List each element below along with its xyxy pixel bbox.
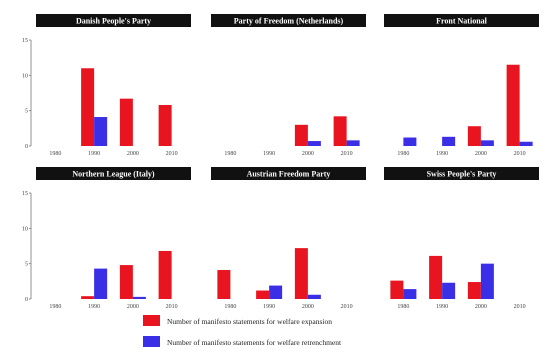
panel-title-bar [211,167,366,180]
panel: Danish People's Party 0 5 10 15 1980 1990 2000 2… [22,14,191,157]
y-tick-label: 15 [22,38,28,44]
bar-expansion [390,280,404,299]
y-tick-label: 15 [22,191,28,197]
x-tick-label: 1990 [436,151,448,157]
bar-retrenchment [442,282,456,299]
bar-expansion [467,282,481,299]
bar-retrenchment [519,141,533,146]
x-tick-label: 2010 [341,151,353,157]
bar-retrenchment [94,117,108,146]
x-tick-label: 1990 [263,304,275,310]
bar-retrenchment [480,263,494,299]
y-tick-label: 0 [25,297,28,303]
y-tick-label: 0 [25,144,28,150]
bar-expansion [333,116,347,146]
y-tick-label: 5 [25,262,28,268]
y-tick-label: 10 [22,73,28,79]
panel-title: Front National [436,17,488,26]
x-tick-label: 2010 [514,304,526,310]
x-tick-label: 1990 [436,304,448,310]
panel-title-bar [36,14,191,27]
bar-retrenchment [269,285,283,299]
panel-title-bar [384,14,539,27]
x-tick-label: 2010 [166,304,178,310]
x-tick-label: 1990 [263,151,275,157]
bar-retrenchment [403,137,417,146]
bar-expansion [119,98,133,146]
x-tick-label: 2000 [475,304,487,310]
panel: Northern League (Italy) 0 5 10 15 1980 1990 200… [22,167,191,310]
bar-expansion [467,126,481,146]
legend: Number of manifesto statements for welfa… [143,315,342,347]
panel-title: Danish People's Party [76,17,151,26]
x-tick-label: 1980 [49,151,61,157]
x-tick-label: 1990 [88,304,100,310]
panel: Austrian Freedom Party 1980 1990 2000 2010 [211,167,366,310]
bar-expansion [256,290,270,299]
bar-expansion [217,270,231,299]
panel-title: Party of Freedom (Netherlands) [234,17,344,26]
bar-expansion [294,248,308,299]
panel: Front National 1980 1990 2000 2010 [384,14,539,157]
legend-label-retrenchment: Number of manifesto statements for welfa… [167,338,342,347]
panel: Swiss People's Party 1980 1990 2000 2010 [384,167,539,310]
panel-title-bar [384,167,539,180]
x-tick-label: 2010 [166,151,178,157]
bar-expansion [158,250,172,299]
bar-retrenchment [480,140,494,146]
panel-grid: Danish People's Party 0 5 10 15 1980 1990 2000 2… [22,14,539,310]
panel: Party of Freedom (Netherlands) 1980 1990 20… [211,14,366,157]
x-tick-label: 2000 [302,151,314,157]
bar-retrenchment [403,289,417,299]
x-tick-label: 2000 [302,304,314,310]
panel-title: Swiss People's Party [427,170,497,179]
panel-title-bar [36,167,191,180]
x-tick-label: 2000 [127,304,139,310]
bar-retrenchment [346,140,360,146]
panel-title-bar [211,14,366,27]
bar-expansion [506,64,520,146]
bar-expansion [81,68,95,146]
x-tick-label: 2000 [127,151,139,157]
x-tick-label: 2010 [341,304,353,310]
panel-title: Austrian Freedom Party [247,170,331,179]
bar-expansion [119,265,133,299]
bar-retrenchment [307,141,321,146]
panel-title: Northern League (Italy) [72,170,155,179]
x-tick-label: 2010 [514,151,526,157]
x-tick-label: 1990 [88,151,100,157]
x-tick-label: 1980 [49,304,61,310]
bar-expansion [81,296,95,299]
legend-swatch-expansion [143,315,160,326]
x-tick-label: 1980 [397,151,409,157]
legend-label-expansion: Number of manifesto statements for welfa… [167,317,332,326]
legend-swatch-retrenchment [143,336,160,347]
x-tick-label: 1980 [224,304,236,310]
x-tick-label: 1980 [224,151,236,157]
bar-expansion [158,105,172,146]
x-tick-label: 1980 [397,304,409,310]
bar-retrenchment [307,294,321,299]
x-tick-label: 2000 [475,151,487,157]
y-tick-label: 10 [22,226,28,232]
bar-expansion [429,255,443,299]
bar-retrenchment [132,296,146,299]
y-tick-label: 5 [25,109,28,115]
bar-retrenchment [94,268,108,299]
bar-retrenchment [442,136,456,146]
bar-expansion [294,124,308,146]
